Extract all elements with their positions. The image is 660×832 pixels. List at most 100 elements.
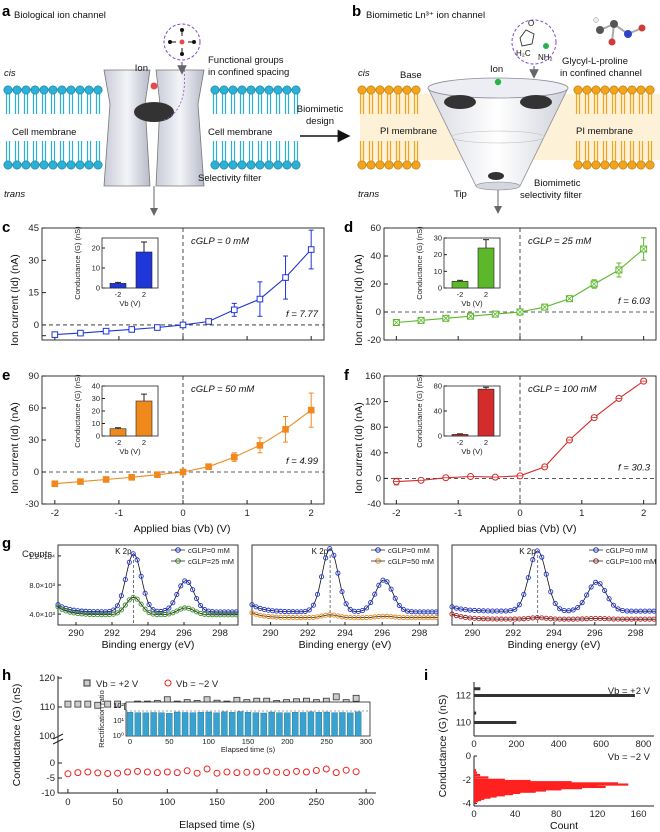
ylabel-d: Ion current (Id) (nA) (353, 254, 365, 346)
data-point (314, 591, 321, 597)
data-point (343, 601, 349, 607)
data-point (310, 602, 316, 608)
inset-ylabel: Conductance (G) (nS) (73, 226, 82, 300)
y-tick-label: 80 (370, 422, 381, 433)
data-point (388, 586, 394, 592)
data-point (249, 602, 255, 608)
lipid-head (411, 160, 421, 170)
x-tick-label: 298 (212, 628, 228, 639)
histogram-bar (474, 788, 562, 791)
histogram-bar (474, 771, 478, 774)
lipid-head (582, 85, 592, 95)
data-point (368, 599, 374, 606)
ylabel: Conductance (G) (nS) (437, 695, 449, 798)
data-point (130, 594, 136, 600)
lipid-head (48, 85, 58, 95)
panel-b-cis: cis (358, 68, 370, 79)
x-tick-label: -1 (454, 508, 462, 519)
data-point (193, 769, 201, 777)
lipid-head (48, 160, 58, 170)
legend-label: cGLP=100 mM (606, 557, 656, 566)
data-point-cross (491, 310, 499, 318)
data-point (525, 575, 531, 581)
xlabel: Binding energy (eV) (299, 639, 392, 651)
x-tick-label: 296 (374, 628, 390, 639)
lipid-head (246, 160, 256, 170)
data-point (74, 769, 82, 777)
data-point (640, 377, 648, 385)
inset-xlabel: Vb (V) (461, 299, 483, 308)
inset-bar (134, 712, 142, 737)
data-point (597, 581, 603, 587)
histogram-bar (474, 792, 514, 796)
inset-bar (189, 712, 197, 737)
panel-a-title: Biological ion channel (14, 10, 106, 21)
lipid-head (21, 160, 31, 170)
f-annotation: f = 30.3 (618, 462, 651, 473)
x-tick-label: 1 (244, 508, 249, 519)
x-tick-label: 0 (471, 739, 476, 750)
biomimetic-design-arrow: Biomimetic design (297, 104, 351, 143)
data-point (491, 473, 499, 481)
data-point (122, 602, 128, 608)
panel-b-ion: Ion (490, 64, 503, 75)
panel-b-tip: Tip (454, 189, 467, 200)
lipid-head (402, 160, 412, 170)
lipid-head (645, 85, 655, 95)
iv-chart-d: -20 0 20 40 60 cGLP = 25 mM f = 6.03 0 10 20 30 -2 2… (367, 223, 657, 346)
y-tick-label: 120 (39, 673, 55, 684)
lipid-head (393, 160, 403, 170)
data-point (146, 601, 152, 607)
data-point (134, 596, 140, 602)
data-point (364, 605, 370, 611)
data-point (590, 414, 598, 422)
lipid-head (273, 160, 283, 170)
x-tick-label: 300 (358, 797, 374, 808)
xlabel-e: Applied bias (Vb) (V) (134, 523, 231, 535)
inset-y-tick-label: 0 (438, 284, 442, 293)
data-point (606, 596, 612, 602)
data-point (233, 609, 239, 615)
data-point (126, 559, 132, 565)
data-point (179, 321, 187, 329)
xps-chart-2: K 2p 290 292 294 296 298 cGLP=0 mM cGLP=50 mM Bi… (249, 544, 439, 651)
data-point (384, 579, 390, 585)
histogram-bar (474, 779, 531, 783)
xps-chart-1: K 2p 290 292 294 296 298 4.0×10³ 8.0×10³ 1.2×10⁴… (22, 544, 239, 651)
data-point (170, 610, 176, 616)
data-point (331, 552, 337, 558)
panel-a-functional-groups-1: Functional groups (208, 55, 284, 66)
panel-a-selectivity-filter: Selectivity filter (198, 173, 261, 184)
data-point (342, 766, 350, 774)
inset-bar (221, 711, 228, 737)
inset-x-tick-label: 2 (142, 290, 146, 299)
data-point (449, 611, 455, 617)
data-point-cross (590, 280, 598, 288)
data-point (104, 770, 112, 777)
lipid-head (66, 85, 76, 95)
inset-bar (299, 712, 307, 737)
lipid-head (3, 160, 13, 170)
inset-bar (236, 711, 244, 737)
y-tick-label: 40 (370, 251, 381, 262)
data-point (94, 701, 102, 709)
histogram-bar (474, 711, 477, 715)
lipid-head (219, 85, 229, 95)
histogram-bar (474, 790, 536, 793)
inset-bar (205, 711, 212, 737)
data-point (534, 548, 540, 554)
histogram-bar (474, 784, 598, 787)
inset-bar (252, 712, 260, 737)
data-point (588, 584, 594, 590)
legend-label: cGLP=25 mM (188, 557, 234, 566)
x-tick-label: 292 (300, 628, 316, 639)
inset-bar (307, 711, 315, 737)
panel-b-pi-membrane-right: PI membrane (576, 126, 633, 137)
histogram-bar (474, 795, 497, 798)
data-point-cross (566, 295, 573, 302)
molecule-o: O (528, 19, 534, 28)
inset-x-tick-label: 200 (281, 737, 294, 746)
y-tick-label: -20 (367, 335, 381, 346)
lipid-head (93, 160, 103, 170)
data-point (84, 700, 92, 708)
